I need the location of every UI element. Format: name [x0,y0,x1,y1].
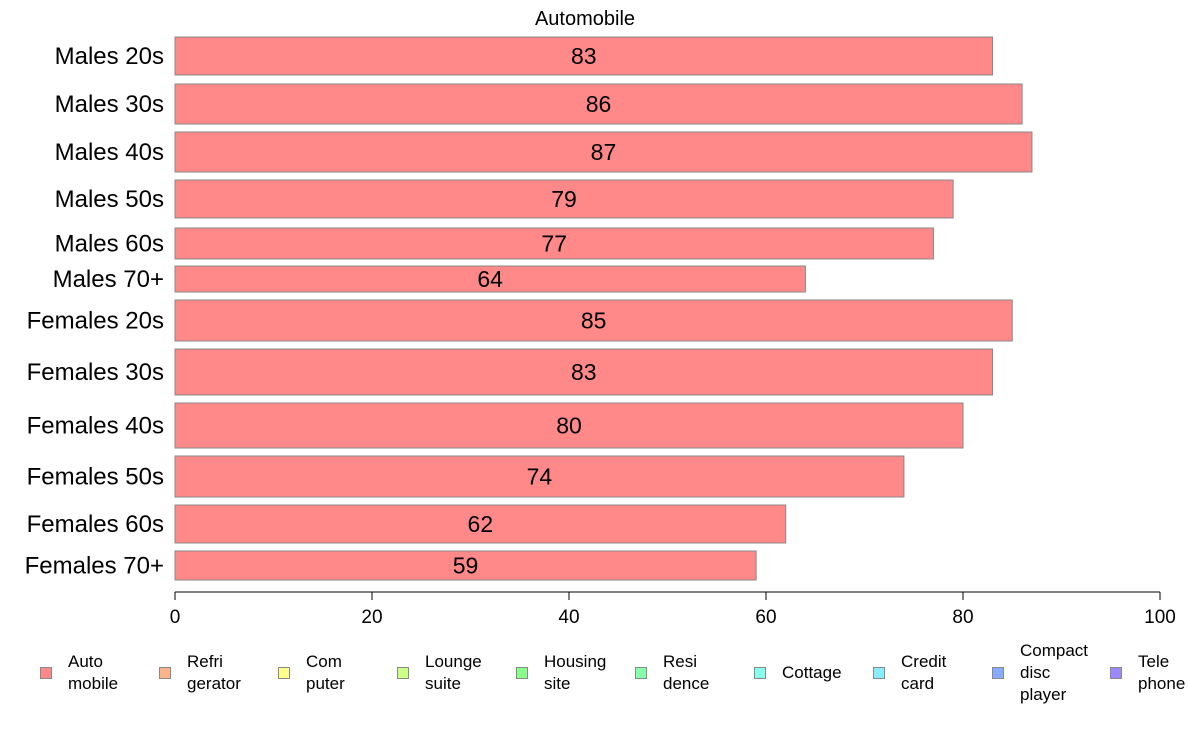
legend-swatch [1110,667,1122,679]
x-tick-label: 60 [755,607,776,628]
bar-3 [174,179,954,219]
legend-swatch [873,667,885,679]
bar-4 [174,227,934,260]
legend-label: Resi dence [663,652,710,693]
bar-10 [174,504,787,544]
bar-value-label: 87 [591,139,617,165]
bar-value-label: 77 [541,231,567,257]
legend-item: Housing site [516,651,606,695]
legend-swatch [635,667,647,679]
bar-value-label: 64 [477,266,503,292]
bar-value-label: 59 [453,553,479,579]
bar-value-label: 62 [468,511,494,537]
bars-layer: 83 Males 20s 86 Males 30s 87 Males 40s 79 Males… [25,36,1033,581]
x-axis: 0 20 40 60 80 100 [170,591,1176,628]
legend-label: Tele phone [1138,652,1186,693]
category-label: Males 20s [55,43,164,70]
bar-6 [174,299,1013,342]
legend-label: Auto mobile [68,652,119,693]
legend-swatch [754,667,766,679]
legend-swatch [992,667,1004,679]
legend-label: Compact disc player [1020,641,1089,704]
category-label: Females 40s [27,413,164,440]
bar-value-label: 74 [527,464,553,490]
legend-label: Refri gerator [187,652,241,693]
bar-5 [174,265,806,293]
bar-9 [174,455,905,498]
legend-item: Lounge suite [397,651,482,695]
x-tick-label: 20 [361,607,382,628]
legend-label: Cottage [782,663,842,682]
category-label: Females 20s [27,308,164,335]
x-tick-label: 100 [1144,607,1176,628]
legend-label: Credit card [901,652,947,693]
legend-item: Tele phone [1110,651,1185,695]
legend-label: Lounge suite [425,652,482,693]
bar-7 [174,348,994,396]
legend-swatch [516,667,528,679]
bar-2 [174,131,1033,173]
category-label: Females 30s [27,359,164,386]
legend-swatch [278,667,290,679]
category-label: Males 60s [55,231,164,258]
legend: Auto mobile Refri gerator Com puter Lounge … [0,640,1188,720]
bar-value-label: 83 [571,359,597,385]
x-tick-label: 40 [558,607,579,628]
bar-chart: Automobile 83 Males 20s 86 Males 30s 87 Males… [25,8,1176,628]
category-label: Males 50s [55,186,164,213]
bar-1 [174,83,1023,125]
category-label: Females 70+ [25,553,164,580]
legend-item: Auto mobile [40,651,118,695]
category-label: Females 60s [27,511,164,538]
bar-value-label: 86 [586,91,612,117]
legend-label: Housing site [544,652,607,693]
legend-item: Compact disc player [992,640,1088,706]
legend-item: Credit card [873,651,946,695]
bar-value-label: 80 [556,413,582,439]
chart-title: Automobile [535,8,635,30]
bar-value-label: 83 [571,43,597,69]
legend-item: Cottage [754,662,842,684]
category-label: Females 50s [27,464,164,491]
legend-item: Resi dence [635,651,709,695]
bar-11 [174,550,757,581]
legend-item: Refri gerator [159,651,241,695]
legend-swatch [40,667,52,679]
category-label: Males 40s [55,139,164,166]
bar-value-label: 85 [581,308,607,334]
x-tick-label: 80 [952,607,973,628]
x-tick-label: 0 [170,607,181,628]
legend-item: Com puter [278,651,345,695]
category-label: Males 30s [55,91,164,118]
bar-8 [174,402,964,449]
bar-value-label: 79 [551,186,577,212]
legend-swatch [159,667,171,679]
category-label: Males 70+ [53,266,164,293]
legend-label: Com puter [306,652,345,693]
legend-swatch [397,667,409,679]
bar-0 [174,36,994,76]
